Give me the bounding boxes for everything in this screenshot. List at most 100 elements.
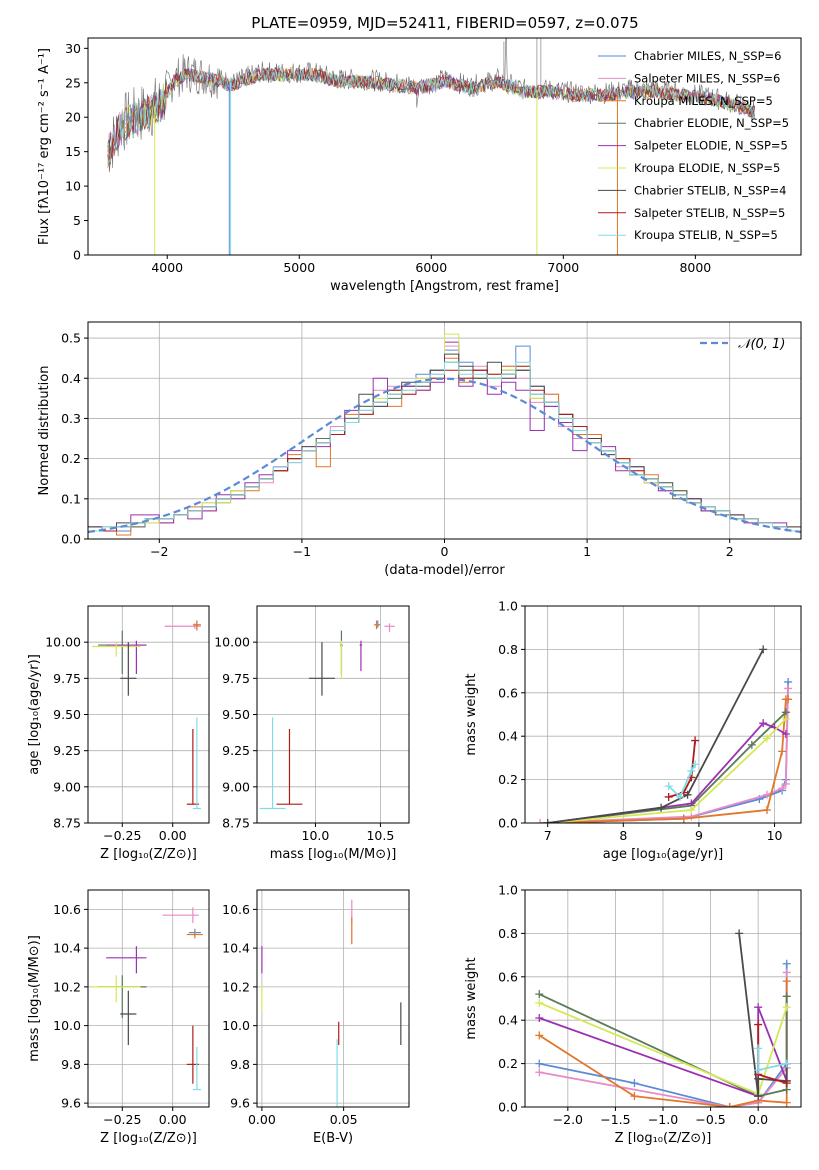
error-bar-point (259, 717, 286, 810)
plus-marker (759, 645, 768, 654)
plus-marker (657, 803, 666, 812)
plot-area (107, 38, 756, 255)
y-tick-label: 8.75 (222, 816, 250, 831)
plot-area (88, 333, 801, 539)
spectrum-panel: Chabrier MILES, N_SSP=6 Salpeter MILES, N… (37, 37, 802, 294)
plus-marker (676, 792, 685, 801)
y-tick-label: 10 (65, 179, 81, 194)
y-axis-label: Flux [fλ10⁻¹⁷ erg cm⁻² s⁻¹ A⁻¹] (37, 48, 52, 245)
plus-marker (782, 1059, 791, 1068)
plus-marker (778, 784, 787, 793)
plot-area (92, 620, 201, 810)
x-tick-label: 0.05 (330, 1112, 358, 1127)
plot-area (536, 645, 793, 823)
axes-frame (256, 889, 410, 1108)
mass-vs-extinction-panel: 0.00 0.05 9.6 9.8 10.0 10.2 10.4 10.6 E(B-V) (222, 889, 410, 1146)
y-tick-label: 10.6 (222, 902, 250, 917)
x-axis-label: age [log₁₀(age/yr)] (603, 847, 724, 862)
error-bar-point (373, 620, 380, 630)
x-tick-label: 0.00 (159, 1112, 187, 1127)
plot-area (535, 929, 791, 1107)
y-tick-label: 9.8 (61, 1057, 81, 1072)
y-tick-label: 9.25 (53, 743, 81, 758)
weight-vs-age-panel: 7 8 9 10 0.0 0.2 0.4 0.6 0.8 1.0 age [log₁₀(age/yr… (464, 599, 802, 862)
legend: Chabrier MILES, N_SSP=6 Salpeter MILES, N… (598, 49, 789, 242)
y-tick-label: 9.50 (53, 707, 81, 722)
y-tick-label: 0.2 (61, 451, 81, 466)
y-tick-label: 10.4 (53, 941, 81, 956)
legend-label: Kroupa STELIB, N_SSP=5 (634, 228, 778, 242)
error-bar-point (192, 620, 201, 631)
y-tick-label: 15 (65, 144, 81, 159)
plus-marker (762, 790, 771, 799)
plus-marker (543, 819, 552, 823)
x-tick-label: 9 (695, 828, 703, 843)
mass-vs-metallicity-panel: −0.25 0.00 9.6 9.8 10.0 10.2 10.4 10.6 Z [log₁₀(… (27, 889, 210, 1146)
legend-label: Salpeter ELODIE, N_SSP=5 (634, 139, 788, 153)
plus-marker (782, 1079, 791, 1088)
legend: 𝒩(0, 1) (700, 337, 785, 352)
weight-vs-metallicity-panel: −2.0 −1.5 −1.0 −0.5 0.0 0.0 0.2 0.4 0.6 0.8 1.0 Z [… (464, 883, 802, 1146)
y-tick-label: 9.25 (222, 743, 250, 758)
plus-marker (535, 990, 544, 999)
legend-label: Salpeter MILES, N_SSP=6 (634, 71, 780, 85)
tick-labels: −0.25 0.00 8.75 9.00 9.25 9.50 9.75 10.00 (45, 635, 186, 843)
y-tick-label: 10.6 (53, 902, 81, 917)
legend-label: 𝒩(0, 1) (738, 337, 785, 352)
histogram-step (88, 361, 801, 539)
weight-line (668, 763, 696, 799)
plus-marker (781, 779, 790, 788)
y-tick-label: 0.4 (498, 1013, 518, 1028)
y-tick-label: 9.75 (222, 671, 250, 686)
y-tick-label: 0.6 (498, 685, 518, 700)
plus-marker (535, 1059, 544, 1068)
tick-labels: −0.25 0.00 9.6 9.8 10.0 10.2 10.4 10.6 (53, 902, 187, 1127)
y-tick-label: 0.2 (498, 1056, 518, 1071)
plus-marker (687, 805, 696, 814)
y-tick-label: 0.4 (498, 729, 518, 744)
axes-frame (87, 37, 802, 256)
y-tick-label: 0.0 (498, 1100, 518, 1115)
y-tick-label: 0.3 (61, 411, 81, 426)
x-tick-label: 1 (583, 544, 591, 559)
x-tick-label: 7000 (547, 260, 579, 275)
plus-marker (535, 998, 544, 1007)
plus-marker (754, 1066, 763, 1075)
x-tick-label: 8000 (679, 260, 711, 275)
y-tick-label: 10.0 (222, 1018, 250, 1033)
plus-marker (762, 805, 771, 814)
x-tick-label: 0.00 (248, 1112, 276, 1127)
x-tick-label: 6000 (415, 260, 447, 275)
y-tick-label: 10.2 (222, 979, 250, 994)
plus-marker (784, 695, 793, 704)
legend-label: Kroupa ELODIE, N_SSP=5 (634, 161, 780, 175)
age-vs-mass-panel: 10.0 10.5 8.75 9.00 9.25 9.50 9.75 10.00 mass [l… (214, 605, 410, 862)
y-tick-label: 9.50 (222, 707, 250, 722)
normal-curve-line (88, 377, 801, 534)
x-tick-label: −2.0 (553, 1112, 583, 1127)
x-tick-label: 10.5 (366, 828, 394, 843)
x-tick-label: 2 (726, 544, 734, 559)
x-tick-label: −0.5 (695, 1112, 725, 1127)
x-axis-label: Z [log₁₀(Z/Z⊙)] (100, 847, 197, 862)
residual-histogram-panel: 𝒩(0, 1) −2 −1 0 1 2 0.0 0.1 0.2 0.3 0.4 0.5 (data-mo… (37, 321, 802, 578)
y-tick-label: 0.6 (498, 969, 518, 984)
x-tick-label: 10 (767, 828, 783, 843)
y-tick-label: 0.8 (498, 926, 518, 941)
x-tick-label: 7 (544, 828, 552, 843)
x-axis-label: (data-model)/error (384, 563, 505, 578)
legend-label: Chabrier STELIB, N_SSP=4 (634, 183, 786, 197)
weight-line (540, 688, 789, 823)
plus-marker (762, 734, 771, 743)
error-bar-point (359, 640, 363, 672)
x-tick-label: 5000 (283, 260, 315, 275)
y-tick-label: 0.0 (498, 816, 518, 831)
y-axis-label: age [log₁₀(age/yr)] (27, 654, 42, 775)
plus-marker (691, 736, 700, 745)
error-bar-point (92, 975, 141, 1003)
y-axis-label: Normed distribution (37, 366, 52, 496)
plus-marker (735, 929, 744, 938)
weight-line (738, 933, 788, 1097)
plus-marker (535, 1014, 544, 1023)
x-tick-label: −1 (293, 544, 311, 559)
